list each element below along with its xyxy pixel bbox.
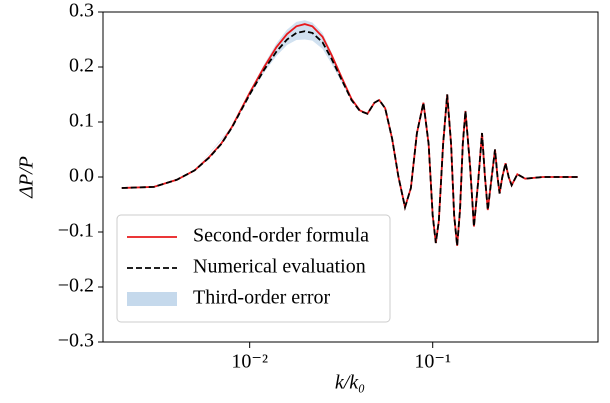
legend-label: Numerical evaluation [193,256,366,278]
legend-swatch [127,292,177,306]
error-band [194,20,360,171]
x-tick-label: 10⁻² [231,351,268,373]
x-tick-label: 10⁻¹ [414,351,451,373]
line [121,23,578,246]
y-tick-label: 0.3 [69,0,94,22]
y-axis-label: ΔP/P [16,156,38,199]
x-axis-label: k/k₀ [335,372,365,394]
y-tick-label: 0.2 [69,55,94,77]
y-tick-label: −0.2 [58,275,94,297]
y-tick-label: 0.1 [69,110,94,132]
legend-box [116,214,391,323]
line [121,30,578,246]
y-tick-label: −0.3 [58,330,94,352]
y-tick-label: 0.0 [69,165,94,187]
legend-label: Third-order error [193,287,330,309]
legend-label: Second-order formula [193,225,369,247]
y-tick-label: −0.1 [58,220,94,242]
